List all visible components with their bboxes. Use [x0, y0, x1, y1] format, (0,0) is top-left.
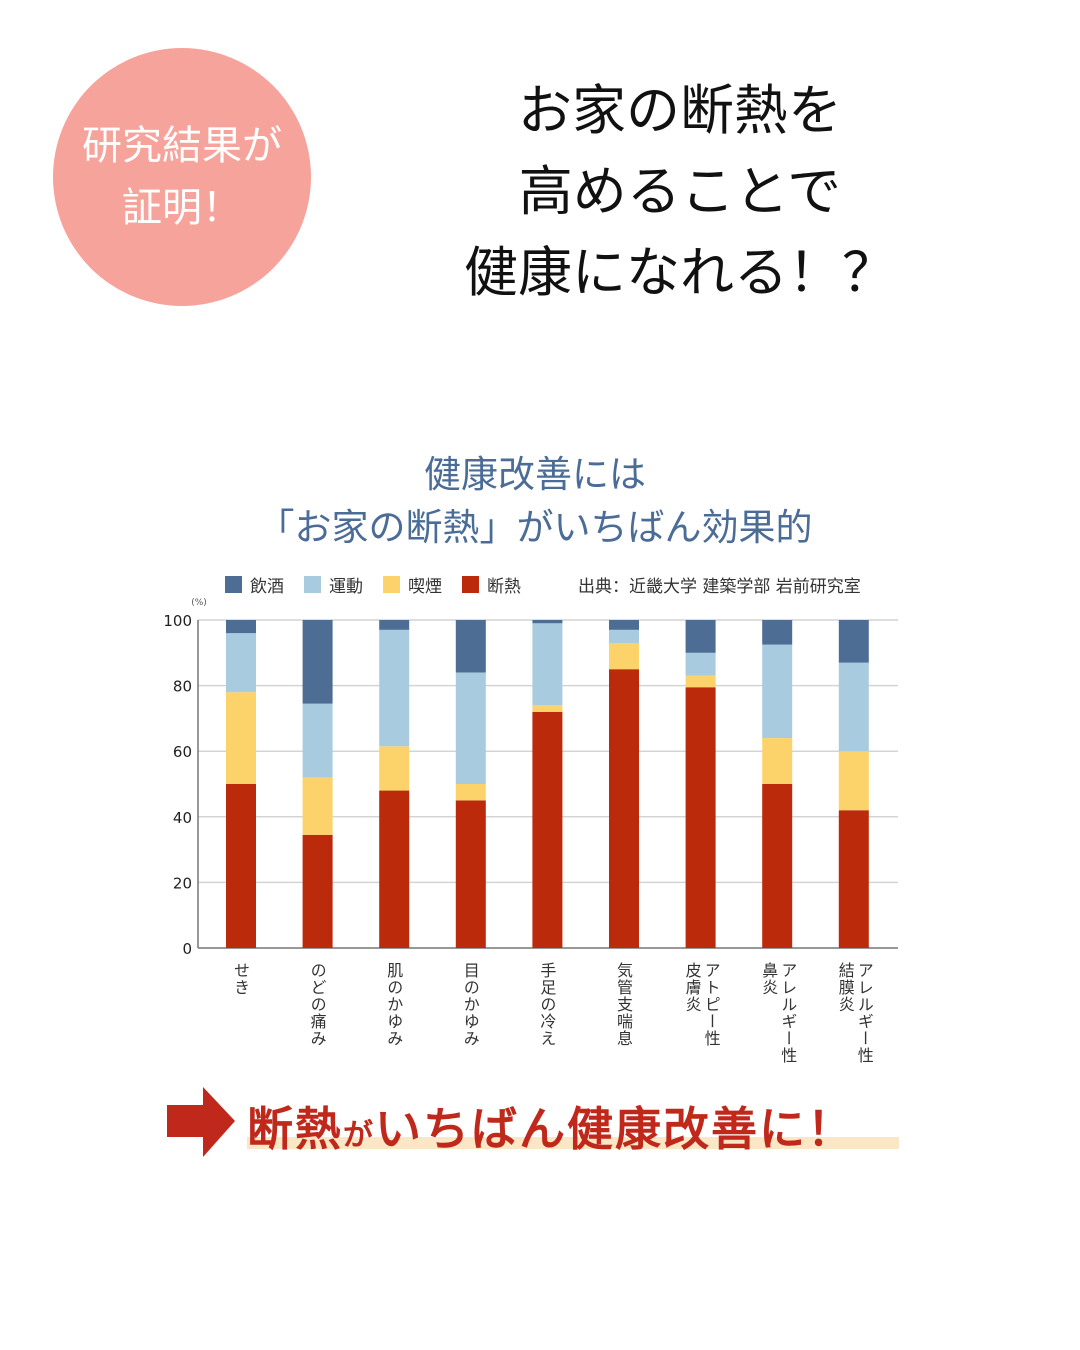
y-tick-label: 40 [173, 809, 192, 827]
bar-segment-運動 [532, 623, 563, 706]
legend-item: 運動 [304, 572, 363, 597]
chart-title: 健康改善には [424, 453, 646, 496]
bar-segment-喫煙 [379, 746, 410, 791]
bar-segment-断熱 [226, 784, 256, 948]
legend-swatch [304, 576, 321, 593]
bar-segment-運動 [226, 633, 256, 693]
bar-segment-運動 [609, 629, 639, 643]
headline-line1: お家の断熱を [518, 79, 842, 142]
y-tick-label: 60 [173, 743, 192, 761]
x-tick-label: 目のかゆみ [460, 962, 480, 1047]
banner-text-1: 断熱 [247, 1102, 343, 1156]
y-tick-label: 0 [182, 940, 192, 958]
bar-segment-運動 [302, 703, 333, 778]
bar-segment-喫煙 [838, 751, 869, 811]
legend-label: 喫煙 [408, 577, 442, 597]
legend-item: 断熱 [462, 572, 521, 597]
y-tick-label: 80 [173, 678, 192, 696]
x-tick-label: アトピー性 皮膚炎 [682, 962, 721, 1047]
banner-text-3: いちばん健康改善に！ [375, 1102, 855, 1156]
bar-segment-断熱 [532, 711, 563, 948]
headline-line2: 高めることで [518, 160, 842, 223]
bar-segment-飲酒 [685, 620, 716, 653]
research-badge: 研究結果が 証明！ [53, 48, 311, 306]
chart-subtitle: 「お家の断熱」がいちばん効果的 [257, 506, 813, 549]
bar-segment-飲酒 [609, 620, 639, 630]
right-arrow-icon [167, 1087, 235, 1157]
legend-item: 飲酒 [225, 572, 284, 597]
chart-source: 出典：近畿大学 建築学部 岩前研究室 [578, 577, 861, 597]
bar-segment-飲酒 [379, 620, 410, 630]
bar-segment-運動 [379, 629, 410, 747]
bar-segment-飲酒 [838, 620, 869, 663]
bar-segment-断熱 [762, 784, 793, 948]
bar-segment-運動 [838, 662, 869, 752]
legend-label: 飲酒 [250, 577, 284, 597]
headline: お家の断熱を 高めることで 健康になれる！？ [400, 70, 960, 313]
y-tick-label: 20 [173, 874, 192, 892]
bar-segment-飲酒 [226, 620, 256, 634]
conclusion-banner: 断熱がいちばん健康改善に！ [165, 1085, 905, 1160]
y-axis-unit: (%) [191, 598, 207, 608]
bar-segment-運動 [685, 652, 716, 676]
x-tick-label: 気管支喘息 [614, 962, 633, 1047]
bar-segment-喫煙 [762, 738, 793, 784]
bar-segment-飲酒 [762, 620, 793, 645]
banner-text: 断熱がいちばん健康改善に！ [247, 1093, 897, 1159]
bar-segment-喫煙 [226, 692, 256, 784]
legend-swatch [462, 576, 479, 593]
chart-legend: 飲酒 運動 喫煙 断熱 [225, 572, 541, 597]
bar-segment-喫煙 [455, 784, 486, 801]
bar-segment-飲酒 [455, 620, 486, 673]
bar-segment-喫煙 [685, 675, 716, 688]
bar-segment-断熱 [609, 669, 639, 948]
x-tick-label: のどの痛み [307, 962, 327, 1047]
legend-swatch [225, 576, 242, 593]
x-tick-label: アレルギー性 鼻炎 [759, 962, 798, 1064]
chart-title-block: 健康改善には 「お家の断熱」がいちばん効果的 [160, 448, 910, 554]
bar-segment-飲酒 [532, 620, 563, 624]
banner-underline [247, 1137, 899, 1149]
bar-segment-断熱 [685, 687, 716, 948]
badge-line1: 研究結果が [82, 123, 282, 169]
headline-line3: 健康になれる！？ [464, 241, 896, 304]
bar-segment-喫煙 [302, 777, 333, 835]
bar-segment-断熱 [838, 810, 869, 948]
bar-segment-飲酒 [302, 620, 333, 704]
x-tick-label: アレルギー性 結膜炎 [835, 962, 874, 1064]
x-tick-label: 肌のかゆみ [384, 962, 404, 1047]
bar-segment-喫煙 [532, 705, 563, 712]
legend-swatch [383, 576, 400, 593]
x-tick-label: 手足の冷え [537, 962, 557, 1047]
legend-item: 喫煙 [383, 572, 442, 597]
bar-segment-運動 [455, 672, 486, 784]
y-tick-label: 100 [163, 612, 192, 630]
bar-segment-断熱 [455, 800, 486, 948]
bar-segment-喫煙 [609, 642, 639, 670]
legend-label: 断熱 [487, 577, 521, 597]
bar-segment-断熱 [379, 790, 410, 948]
bar-segment-断熱 [302, 834, 333, 948]
legend-label: 運動 [329, 577, 363, 597]
x-tick-label: せき [231, 962, 250, 996]
bar-segment-運動 [762, 644, 793, 739]
badge-line2: 証明！ [122, 185, 242, 231]
banner-text-2: が [343, 1118, 375, 1153]
